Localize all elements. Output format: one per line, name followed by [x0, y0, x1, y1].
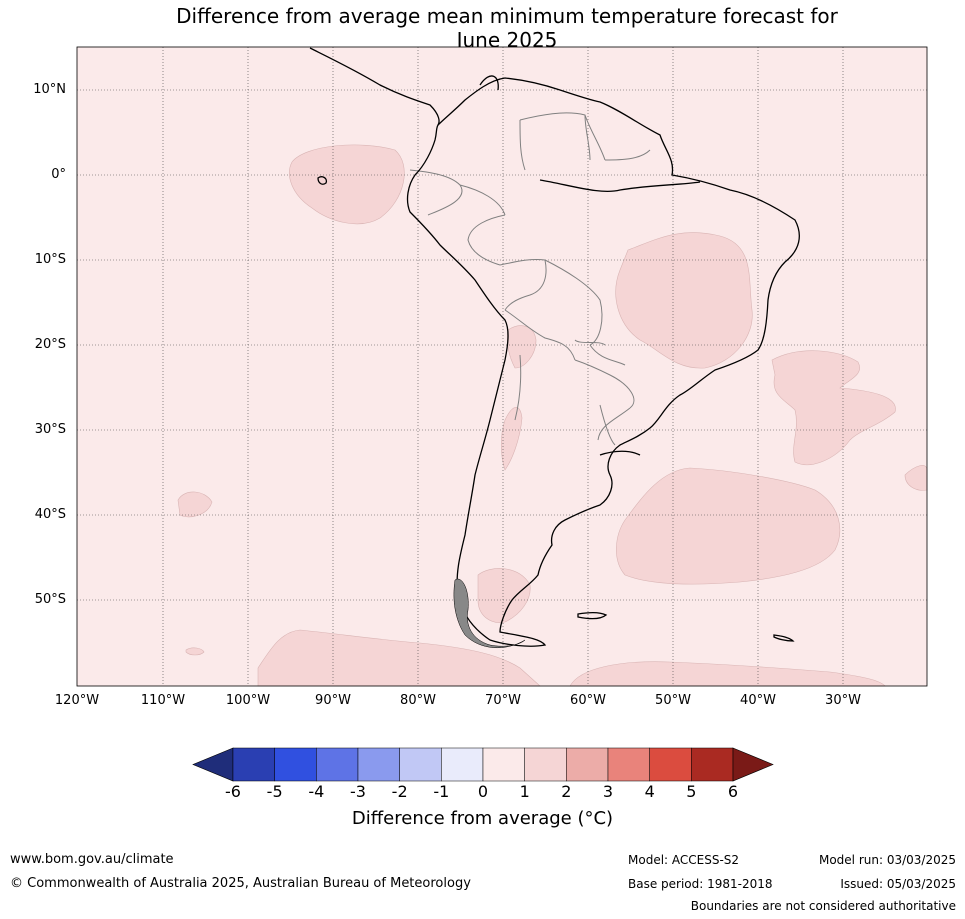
colorbar-tick-label: 1 — [519, 782, 530, 801]
colorbar-tick-label: -3 — [350, 782, 366, 801]
map-frame — [76, 46, 928, 687]
colorbar-tick-label: 5 — [686, 782, 697, 801]
colorbar-arrow-left — [192, 747, 234, 782]
lon-label-50w: 50°W — [655, 693, 691, 708]
colorbar-box — [357, 747, 400, 782]
coastline-falklands — [577, 611, 608, 620]
footer-disclaimer: Boundaries are not considered authoritat… — [690, 899, 956, 913]
footer-model-run: Model run: 03/03/2025 — [818, 853, 956, 867]
country-borders — [409, 112, 651, 446]
colorbar-box — [232, 747, 275, 782]
coastline-caribbean — [479, 75, 499, 91]
anomaly-patch-patagonia — [477, 568, 531, 623]
colorbar-box — [316, 747, 359, 782]
colorbar-box — [566, 747, 609, 782]
colorbar-box — [482, 747, 525, 782]
coastline-south-georgia — [773, 634, 795, 642]
anomaly-patch-far-south — [569, 661, 886, 687]
anomaly-patch-southeast-pacific-small — [177, 491, 213, 518]
lon-label-100w: 100°W — [225, 693, 271, 708]
lat-label-0: 0° — [51, 167, 66, 182]
coastline-central-america — [309, 47, 440, 126]
colorbar-tick-label: -5 — [266, 782, 283, 801]
lat-label-20s: 20°S — [34, 337, 66, 352]
colorbar-tick-label: -6 — [225, 782, 241, 801]
anomaly-patch-central-brazil — [615, 232, 753, 369]
colorbar-box — [399, 747, 442, 782]
lat-label-50s: 50°S — [34, 592, 66, 607]
map-title: Difference from average mean minimum tem… — [77, 4, 937, 52]
anomaly-patch-argentina-north — [500, 407, 523, 471]
lon-label-40w: 40°W — [740, 693, 776, 708]
lon-label-70w: 70°W — [485, 693, 521, 708]
colorbar-tick-label: 0 — [477, 782, 489, 801]
lon-label-90w: 90°W — [315, 693, 351, 708]
lon-label-110w: 110°W — [140, 693, 186, 708]
gridlines — [77, 47, 927, 686]
coastline-galapagos — [317, 176, 328, 185]
anomaly-patch-south-pacific — [257, 629, 541, 687]
colorbar-box — [691, 747, 734, 782]
colorbar-tick-label: 6 — [727, 782, 739, 801]
anomaly-patch-equatorial-pacific — [289, 144, 405, 225]
lon-label-80w: 80°W — [400, 693, 436, 708]
colorbar-box — [524, 747, 567, 782]
colorbar-title: Difference from average (°C) — [351, 808, 614, 829]
colorbar-box — [441, 747, 484, 782]
colorbar — [192, 747, 774, 782]
colorbar-arrow-right — [732, 747, 774, 782]
footer-copyright: © Commonwealth of Australia 2025, Austra… — [10, 876, 471, 891]
lat-label-40s: 40°S — [34, 507, 66, 522]
colorbar-tick-label: 2 — [561, 782, 572, 801]
lon-label-30w: 30°W — [825, 693, 861, 708]
anomaly-patch-pacific-tiny — [185, 647, 205, 656]
footer-url[interactable]: www.bom.gov.au/climate — [10, 852, 174, 867]
lat-label-10s: 10°S — [34, 252, 66, 267]
colorbar-box — [649, 747, 692, 782]
anomaly-patch-south-atlantic-east — [771, 350, 896, 466]
lon-label-120w: 120°W — [54, 693, 100, 708]
coastline-south-america — [406, 77, 800, 647]
coastline-amazon-river — [539, 179, 701, 193]
lat-label-10n: 10°N — [33, 82, 66, 97]
title-line-1: Difference from average mean minimum tem… — [176, 4, 838, 28]
footer-issued: Issued: 05/03/2025 — [840, 877, 956, 891]
lat-label-30s: 30°S — [34, 422, 66, 437]
anomaly-patch-southwest-atlantic — [616, 467, 841, 585]
colorbar-tick-label: 4 — [644, 782, 655, 801]
coastline-la-plata — [599, 450, 641, 456]
coastlines — [309, 47, 800, 647]
lon-label-60w: 60°W — [570, 693, 606, 708]
anomaly-patch-andes — [506, 325, 537, 369]
colorbar-box — [607, 747, 650, 782]
colorbar-box — [274, 747, 317, 782]
colorbar-tick-label: -1 — [433, 782, 450, 801]
colorbar-tick-label: 3 — [602, 782, 614, 801]
footer-base-period: Base period: 1981-2018 — [628, 877, 773, 891]
footer-model: Model: ACCESS-S2 — [628, 853, 740, 867]
southern-islands — [453, 578, 526, 649]
colorbar-tick-label: -2 — [391, 782, 408, 801]
colorbar-tick-label: -4 — [308, 782, 325, 801]
anomaly-patches — [177, 144, 928, 687]
